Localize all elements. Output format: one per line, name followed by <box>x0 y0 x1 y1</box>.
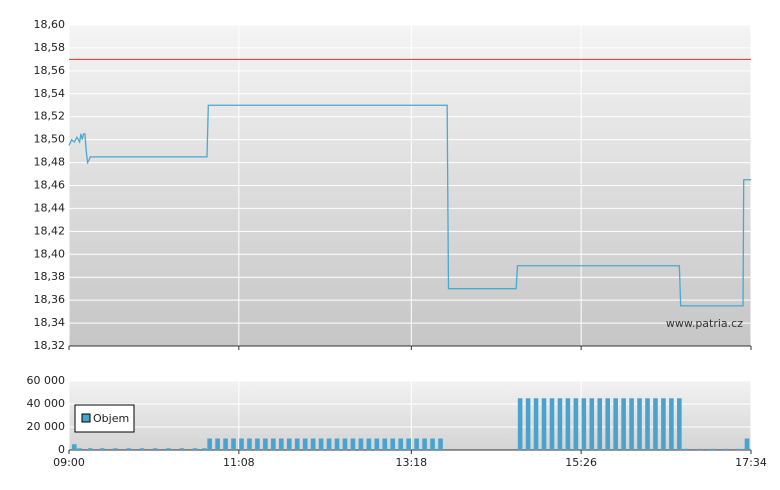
legend-label: Objem <box>93 412 129 425</box>
volume-bar <box>637 398 642 450</box>
volume-bar <box>87 448 93 450</box>
volume-bar <box>661 398 666 450</box>
volume-bar <box>669 398 674 450</box>
volume-bar <box>113 448 118 450</box>
volume-bar <box>645 398 650 450</box>
volume-bar <box>223 438 228 450</box>
volume-bar <box>541 398 547 450</box>
volume-bar <box>126 448 132 450</box>
y-tick-label: 18,56 <box>34 64 66 77</box>
y-tick-label: 18,60 <box>34 18 66 31</box>
volume-bar <box>286 438 292 450</box>
volume-bar <box>152 448 158 450</box>
volume-bar <box>215 438 220 450</box>
y-tick-label: 18,52 <box>34 110 66 123</box>
volume-bar <box>613 398 618 450</box>
y-tick-label: 18,40 <box>34 247 66 260</box>
volume-bar <box>350 438 356 450</box>
volume-bar <box>99 448 105 450</box>
y-tick-label: 20 000 <box>27 420 66 433</box>
y-tick-label: 18,50 <box>34 133 66 146</box>
volume-bar <box>247 438 252 450</box>
watermark: www.patria.cz <box>666 317 743 330</box>
volume-bar <box>192 448 198 450</box>
volume-bar <box>72 444 77 450</box>
volume-bar <box>271 438 276 450</box>
volume-bar <box>382 438 388 450</box>
volume-bar <box>406 438 411 450</box>
volume-bar <box>597 398 603 450</box>
x-tick-label: 09:00 <box>53 456 85 469</box>
volume-bar <box>374 438 380 450</box>
volume-bar <box>294 438 300 450</box>
volume-bar <box>202 448 207 450</box>
volume-bar <box>239 438 244 450</box>
y-tick-label: 18,44 <box>34 201 66 214</box>
x-tick-label: 15:26 <box>565 456 597 469</box>
volume-bar <box>696 448 702 450</box>
volume-bar <box>723 448 729 450</box>
volume-bar <box>166 448 171 450</box>
volume-bar <box>565 398 571 450</box>
volume-bar <box>366 438 372 450</box>
volume-bar <box>255 438 260 450</box>
y-tick-label: 40 000 <box>27 397 66 410</box>
volume-bar <box>414 438 419 450</box>
y-tick-label: 18,34 <box>34 316 66 329</box>
volume-bar <box>310 438 316 450</box>
volume-bar <box>683 448 689 450</box>
y-tick-label: 18,32 <box>34 339 66 352</box>
volume-bar <box>605 398 611 450</box>
volume-bar <box>398 438 404 450</box>
volume-bar <box>589 398 595 450</box>
volume-bar <box>736 448 742 450</box>
volume-bar <box>318 438 324 450</box>
volume-bar <box>525 398 531 450</box>
volume-bar <box>179 448 185 450</box>
volume-bar <box>139 448 145 450</box>
y-tick-label: 18,58 <box>34 41 66 54</box>
y-tick-label: 18,48 <box>34 156 66 169</box>
legend-swatch <box>81 413 91 423</box>
volume-bar <box>573 398 579 450</box>
volume-bar <box>581 398 587 450</box>
volume-bar <box>326 438 332 450</box>
x-tick-label: 11:08 <box>223 456 255 469</box>
y-tick-label: 60 000 <box>27 374 66 387</box>
y-tick-label: 18,54 <box>34 87 66 100</box>
volume-bar <box>438 438 443 450</box>
volume-bar <box>533 398 539 450</box>
volume-bar <box>334 438 340 450</box>
volume-bar <box>557 398 563 450</box>
volume-bar <box>430 438 435 450</box>
volume-bar <box>744 438 750 450</box>
y-tick-label: 0 <box>58 443 65 456</box>
volume-bar <box>263 438 268 450</box>
y-tick-label: 18,38 <box>34 270 66 283</box>
volume-bar <box>207 438 212 450</box>
x-tick-label: 13:18 <box>395 456 427 469</box>
volume-bar <box>621 398 626 450</box>
volume-bar <box>549 398 555 450</box>
y-tick-label: 18,42 <box>34 224 66 237</box>
volume-bar <box>231 438 236 450</box>
y-tick-label: 18,36 <box>34 293 66 306</box>
x-tick-label: 17:34 <box>735 456 767 469</box>
volume-bar <box>390 438 396 450</box>
volume-bar <box>517 398 523 450</box>
volume-bar <box>358 438 364 450</box>
price-line <box>68 104 751 307</box>
volume-bar <box>710 448 715 450</box>
volume-bar <box>302 438 308 450</box>
volume-bar <box>342 438 348 450</box>
volume-bar <box>653 398 658 450</box>
y-tick-label: 18,46 <box>34 179 66 192</box>
volume-bar <box>278 438 284 450</box>
volume-bar <box>677 398 682 450</box>
volume-bar <box>629 398 634 450</box>
volume-bar <box>422 438 427 450</box>
volume-bar <box>77 448 82 450</box>
